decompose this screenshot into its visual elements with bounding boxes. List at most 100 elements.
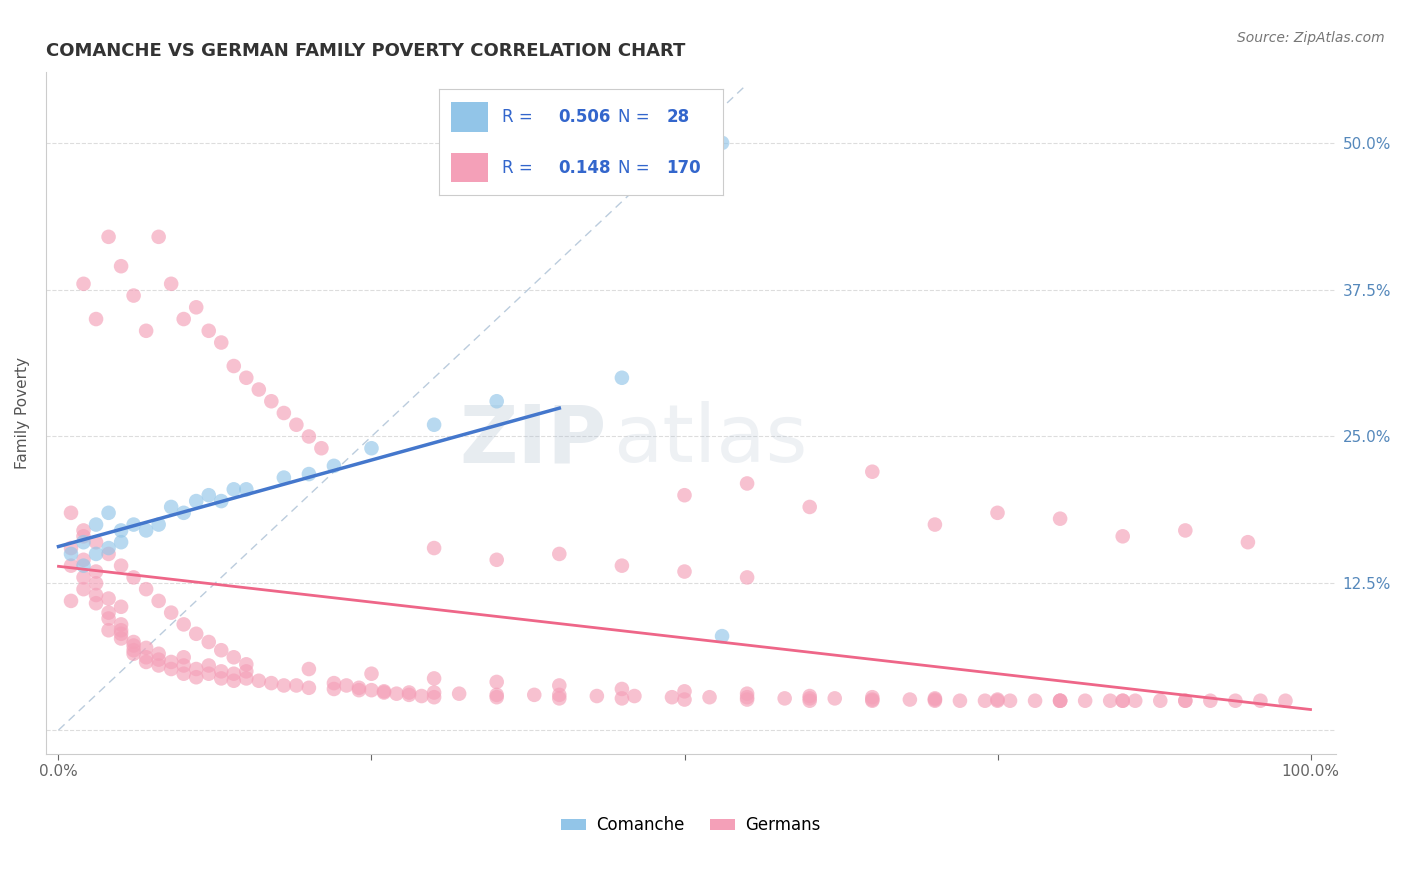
Point bbox=[735, 570, 758, 584]
Point bbox=[160, 655, 183, 669]
Point bbox=[623, 689, 645, 703]
Point bbox=[222, 650, 245, 665]
Point bbox=[186, 670, 208, 684]
Text: atlas: atlas bbox=[613, 401, 808, 479]
Point bbox=[298, 429, 321, 443]
Point bbox=[197, 666, 219, 681]
Point bbox=[548, 688, 571, 702]
Point bbox=[347, 681, 370, 695]
Point bbox=[1199, 694, 1222, 708]
Point bbox=[824, 691, 846, 706]
Point bbox=[1123, 694, 1146, 708]
Point bbox=[186, 662, 208, 676]
Point bbox=[485, 553, 508, 567]
Point bbox=[197, 635, 219, 649]
Text: ZIP: ZIP bbox=[460, 401, 607, 479]
Point bbox=[673, 684, 696, 698]
Point bbox=[924, 691, 946, 706]
Point bbox=[860, 690, 883, 705]
Point bbox=[924, 517, 946, 532]
Point bbox=[247, 673, 270, 688]
Point bbox=[548, 691, 571, 706]
Point bbox=[411, 689, 433, 703]
Point bbox=[610, 681, 633, 696]
Point bbox=[323, 681, 346, 696]
Point bbox=[173, 658, 195, 673]
Point bbox=[197, 488, 219, 502]
Point bbox=[122, 288, 145, 302]
Point bbox=[260, 676, 283, 690]
Point bbox=[735, 476, 758, 491]
Point bbox=[84, 596, 107, 610]
Point bbox=[173, 617, 195, 632]
Point bbox=[110, 599, 132, 614]
Text: Source: ZipAtlas.com: Source: ZipAtlas.com bbox=[1237, 31, 1385, 45]
Point bbox=[84, 312, 107, 326]
Point bbox=[898, 692, 921, 706]
Point bbox=[97, 541, 120, 555]
Point bbox=[135, 324, 157, 338]
Point bbox=[373, 685, 395, 699]
Point bbox=[711, 136, 734, 150]
Point bbox=[673, 692, 696, 706]
Point bbox=[610, 558, 633, 573]
Point bbox=[97, 606, 120, 620]
Point bbox=[110, 632, 132, 646]
Point bbox=[661, 690, 683, 705]
Point bbox=[360, 442, 382, 456]
Point bbox=[160, 606, 183, 620]
Point bbox=[735, 687, 758, 701]
Point bbox=[97, 624, 120, 638]
Point bbox=[423, 417, 446, 432]
Point bbox=[148, 594, 170, 608]
Point bbox=[235, 657, 257, 672]
Point bbox=[72, 524, 94, 538]
Point bbox=[285, 417, 308, 432]
Point bbox=[986, 506, 1008, 520]
Point bbox=[135, 650, 157, 665]
Point bbox=[186, 627, 208, 641]
Point bbox=[485, 394, 508, 409]
Point bbox=[148, 652, 170, 666]
Point bbox=[160, 662, 183, 676]
Point bbox=[72, 570, 94, 584]
Y-axis label: Family Poverty: Family Poverty bbox=[15, 357, 30, 469]
Point bbox=[173, 312, 195, 326]
Text: COMANCHE VS GERMAN FAMILY POVERTY CORRELATION CHART: COMANCHE VS GERMAN FAMILY POVERTY CORREL… bbox=[46, 42, 685, 60]
Point bbox=[72, 553, 94, 567]
Point bbox=[673, 488, 696, 502]
Point bbox=[1049, 694, 1071, 708]
Point bbox=[97, 591, 120, 606]
Point bbox=[60, 547, 83, 561]
Point bbox=[423, 672, 446, 686]
Point bbox=[235, 672, 257, 686]
Point bbox=[1112, 694, 1135, 708]
Point bbox=[197, 658, 219, 673]
Point bbox=[209, 672, 232, 686]
Point bbox=[298, 681, 321, 695]
Point bbox=[97, 230, 120, 244]
Point bbox=[799, 689, 821, 703]
Point bbox=[260, 394, 283, 409]
Point bbox=[860, 465, 883, 479]
Point bbox=[485, 690, 508, 705]
Point bbox=[222, 359, 245, 373]
Point bbox=[610, 691, 633, 706]
Point bbox=[135, 640, 157, 655]
Point bbox=[298, 467, 321, 481]
Point bbox=[110, 524, 132, 538]
Point bbox=[186, 301, 208, 315]
Point bbox=[97, 611, 120, 625]
Point bbox=[110, 627, 132, 641]
Point bbox=[110, 259, 132, 273]
Point bbox=[1225, 694, 1247, 708]
Point bbox=[135, 582, 157, 596]
Point bbox=[423, 685, 446, 699]
Point bbox=[197, 324, 219, 338]
Point bbox=[974, 694, 997, 708]
Point bbox=[209, 665, 232, 679]
Point bbox=[1112, 529, 1135, 543]
Point bbox=[323, 676, 346, 690]
Point bbox=[72, 535, 94, 549]
Point bbox=[160, 500, 183, 514]
